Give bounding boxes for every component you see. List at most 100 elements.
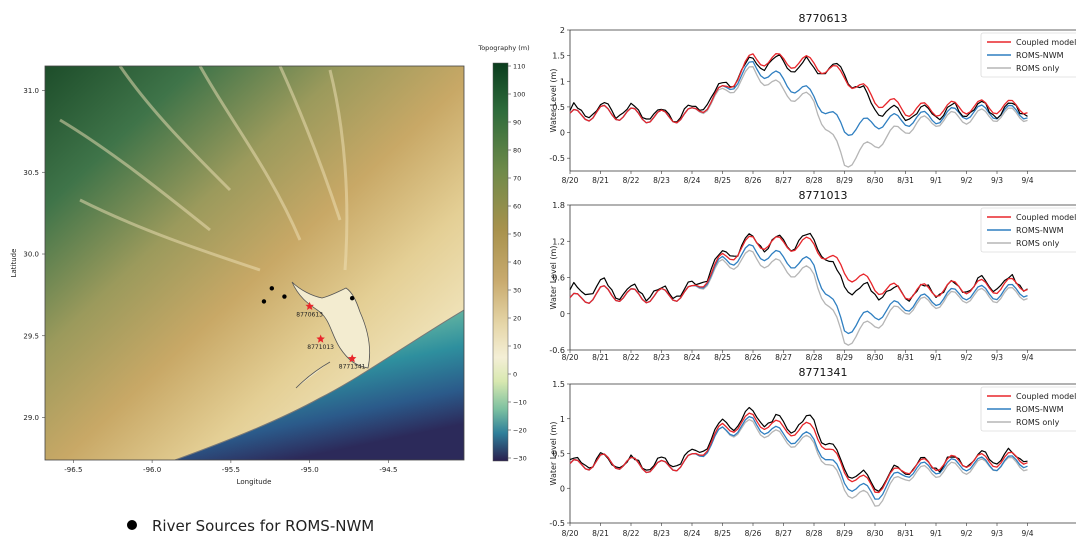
map-x-ticks: -96.5 -96.0 -95.5 -95.0 -94.5 (64, 460, 397, 474)
chart-x-tick-label: 8/25 (714, 353, 731, 362)
chart-x-tick-label: 8/29 (836, 176, 853, 185)
chart-legend: Coupled model ROMS-NWM ROMS only (980, 32, 1076, 78)
map-frame (44, 65, 465, 461)
chart-x-tick-label: 8/31 (897, 176, 914, 185)
chart-x-tick-label: 8/23 (653, 529, 670, 538)
chart-x-tick-label: 9/4 (1021, 176, 1033, 185)
chart-x-tick-label: 8/26 (745, 529, 762, 538)
map-x-tick-label: -94.5 (379, 466, 397, 474)
chart-x-tick-label: 8/20 (562, 529, 579, 538)
chart-panel-8771341: 8771341 Water Level (m) -0.5 0 0.5 1 1.5 8/20 8/… (549, 366, 1076, 538)
chart-x-tick-label: 8/22 (623, 353, 640, 362)
map-y-tick-label: 30.0 (23, 251, 39, 259)
chart-y-tick-label: 0 (560, 310, 565, 319)
chart-legend-label: ROMS only (1016, 239, 1060, 248)
series-line-roms-only (569, 66, 1028, 168)
colorbar-title: Topography (m) (477, 44, 529, 52)
colorbar-tick-label: 60 (513, 203, 521, 211)
chart-y-tick-label: 1.8 (552, 201, 565, 210)
chart-legend-label: ROMS only (1016, 418, 1060, 427)
chart-y-tick-label: -0.5 (549, 154, 565, 163)
chart-y-tick-label: -0.6 (549, 346, 565, 355)
station-label: 8771013 (307, 344, 334, 351)
chart-x-tick-label: 8/25 (714, 176, 731, 185)
chart-legend-label: Coupled model (1016, 213, 1076, 222)
map-y-tick-label: 29.0 (23, 414, 39, 422)
chart-x-tick-label: 9/2 (960, 353, 972, 362)
chart-ylabel: Water Level (m) (549, 69, 558, 133)
chart-panel-8771013: 8771013 Water Level (m) -0.6 0 0.6 1.2 1.8 8/20… (549, 189, 1076, 362)
colorbar-tick-label: 50 (513, 231, 521, 239)
series-line-observed (569, 54, 1028, 123)
chart-x-tick-label: 8/26 (745, 353, 762, 362)
chart-x-tick-label: 9/1 (930, 353, 942, 362)
chart-x-tick-label: 8/23 (653, 176, 670, 185)
chart-x-tick-label: 8/27 (775, 353, 792, 362)
map-coastline (174, 309, 464, 460)
chart-title: 8771013 (799, 189, 848, 202)
chart-x-tick-label: 8/21 (592, 529, 609, 538)
chart-x-tick-label: 8/24 (684, 353, 701, 362)
chart-legend-label: Coupled model (1016, 392, 1076, 401)
colorbar-tick-label: 10 (513, 343, 521, 351)
colorbar-tick-label: 20 (513, 315, 521, 323)
chart-x-tick-label: 8/22 (623, 176, 640, 185)
chart-y-tick-label: 1 (560, 415, 565, 424)
chart-legend-box (980, 386, 1076, 432)
chart-y-tick-label: 0 (560, 129, 565, 138)
map-xlabel: Longitude (237, 478, 272, 486)
series-line-observed (569, 406, 1028, 492)
chart-x-tick-label: 9/1 (930, 176, 942, 185)
chart-legend-label: ROMS-NWM (1016, 51, 1064, 60)
chart-x-tick-label: 9/3 (991, 353, 1003, 362)
chart-x-tick-label: 8/25 (714, 529, 731, 538)
chart-x-tick-label: 9/3 (991, 176, 1003, 185)
chart-x-tick-label: 8/31 (897, 353, 914, 362)
chart-x-tick-label: 8/29 (836, 529, 853, 538)
map-x-tick-label: -95.5 (222, 466, 240, 474)
series-line-coupled-model (569, 53, 1028, 124)
series-line-coupled-model (569, 235, 1028, 304)
chart-x-tick-label: 9/2 (960, 176, 972, 185)
station-star-marker (347, 354, 357, 363)
chart-x-tick-label: 8/24 (684, 529, 701, 538)
station-star-marker (305, 301, 314, 310)
colorbar-tick-label: 100 (513, 91, 525, 99)
chart-x-tick-label: 8/21 (592, 353, 609, 362)
chart-legend: Coupled model ROMS-NWM ROMS only (980, 207, 1076, 253)
map-sea (175, 310, 464, 460)
chart-x-tick-label: 8/28 (806, 176, 823, 185)
chart-ylabel: Water Level (m) (549, 422, 558, 486)
chart-x-tick-label: 9/1 (930, 529, 942, 538)
colorbar-tick-label: 0 (513, 371, 517, 379)
chart-y-tick-label: 0 (560, 484, 565, 493)
map-x-tick-label: -96.0 (143, 466, 161, 474)
map-x-tick-label: -96.5 (64, 466, 82, 474)
chart-legend: Coupled model ROMS-NWM ROMS only (980, 386, 1076, 432)
river-source-legend: River Sources for ROMS-NWM (127, 517, 374, 535)
map-y-tick-label: 29.5 (23, 332, 39, 340)
chart-x-tick-label: 8/20 (562, 353, 579, 362)
chart-y-tick-label: 0.6 (552, 274, 565, 283)
chart-x-tick-label: 8/31 (897, 529, 914, 538)
map-y-tick-label: 31.0 (23, 87, 39, 95)
colorbar-tick-label: 110 (513, 63, 525, 71)
station-star-marker (316, 334, 325, 343)
chart-x-tick-label: 8/20 (562, 176, 579, 185)
chart-x-tick-label: 8/30 (867, 353, 884, 362)
map-river-valleys (59, 66, 349, 272)
chart-title: 8771341 (799, 366, 848, 379)
series-line-observed (569, 232, 1028, 302)
colorbar-tick-label: 70 (513, 175, 521, 183)
chart-x-tick-label: 8/27 (775, 529, 792, 538)
river-source-point (261, 299, 267, 304)
chart-x-tick-label: 9/2 (960, 529, 972, 538)
station-label: 8771341 (339, 364, 366, 371)
chart-y-tick-label: 1.5 (552, 380, 565, 389)
chart-legend-label: Coupled model (1016, 38, 1076, 47)
series-line-roms-nwm (569, 243, 1028, 335)
colorbar-tick-label: −30 (513, 455, 527, 463)
chart-x-tick-label: 9/4 (1021, 529, 1033, 538)
colorbar-tick-label: −20 (513, 427, 527, 435)
chart-x-tick-label: 8/30 (867, 529, 884, 538)
